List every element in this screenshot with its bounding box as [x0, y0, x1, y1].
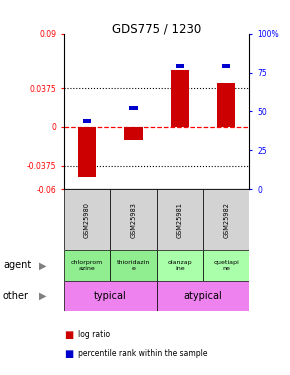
Bar: [203, 189, 249, 250]
Text: olanzap
ine: olanzap ine: [168, 260, 192, 271]
Bar: [129, 106, 137, 110]
Bar: [203, 250, 249, 281]
Bar: [217, 84, 235, 127]
Bar: [124, 127, 143, 141]
Bar: [110, 250, 157, 281]
Text: GSM25982: GSM25982: [223, 202, 229, 238]
Bar: [64, 281, 157, 311]
Text: GSM25983: GSM25983: [130, 202, 136, 238]
Text: ■: ■: [64, 330, 73, 340]
Text: agent: agent: [3, 261, 31, 270]
Text: log ratio: log ratio: [78, 330, 110, 339]
Text: quetiapi
ne: quetiapi ne: [213, 260, 239, 271]
Text: atypical: atypical: [184, 291, 222, 301]
Text: GDS775 / 1230: GDS775 / 1230: [112, 22, 201, 36]
Text: ▶: ▶: [39, 291, 47, 301]
Bar: [176, 64, 184, 69]
Text: thioridazin
e: thioridazin e: [117, 260, 150, 271]
Bar: [110, 189, 157, 250]
Bar: [222, 64, 230, 69]
Bar: [157, 189, 203, 250]
Text: other: other: [3, 291, 29, 301]
Bar: [64, 189, 110, 250]
Bar: [78, 127, 96, 177]
Bar: [171, 70, 189, 127]
Text: ▶: ▶: [39, 261, 47, 270]
Bar: [157, 250, 203, 281]
Text: typical: typical: [94, 291, 126, 301]
Bar: [157, 281, 249, 311]
Text: chlorprom
azine: chlorprom azine: [71, 260, 103, 271]
Text: GSM25981: GSM25981: [177, 202, 183, 238]
Bar: [83, 119, 91, 123]
Text: GSM25980: GSM25980: [84, 202, 90, 238]
Text: percentile rank within the sample: percentile rank within the sample: [78, 349, 208, 358]
Text: ■: ■: [64, 349, 73, 359]
Bar: [64, 250, 110, 281]
